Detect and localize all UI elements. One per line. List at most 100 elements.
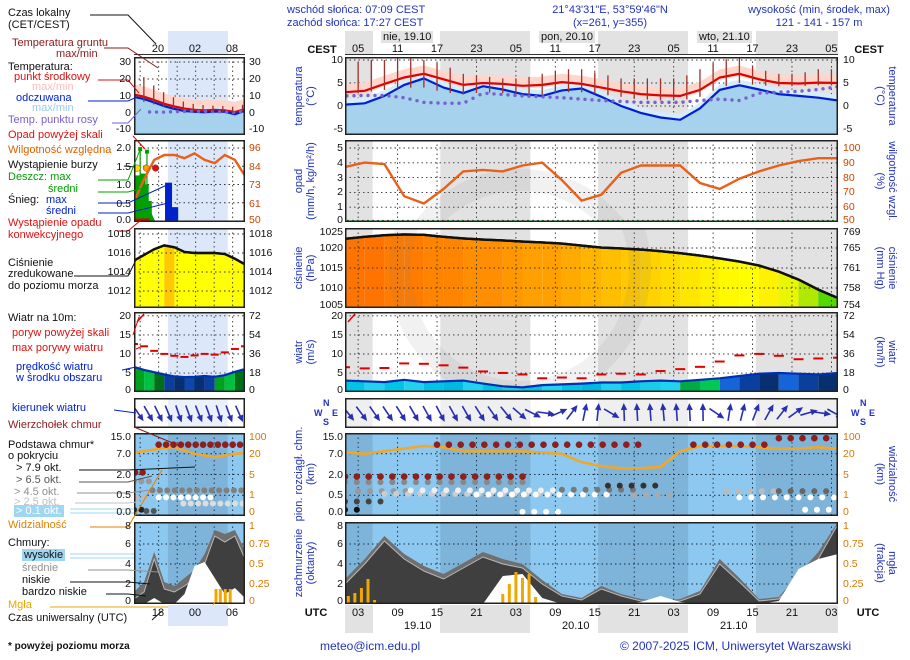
tick-label: 0	[249, 107, 255, 119]
time-tick-label: 21	[470, 607, 483, 619]
time-tick-label: 23	[470, 43, 483, 55]
day-label: pon, 20.10	[539, 31, 595, 43]
tick-label: 1012	[249, 285, 273, 297]
tick-label: 100	[249, 431, 267, 443]
day-label: nie, 19.10	[381, 31, 434, 43]
legend-wind10m: Wiatr na 10m:	[8, 312, 77, 324]
time-tick-label: 06	[225, 607, 239, 619]
main-precip-humidity-chart	[345, 140, 838, 222]
legend-pressure-2: zredukowane	[8, 268, 74, 280]
axis-title-right: temperatura (°C)	[874, 66, 898, 126]
tick-label: 0	[337, 214, 343, 226]
time-tick-label: 05	[352, 43, 365, 55]
cest-left: CEST	[307, 44, 337, 56]
legend-clouds-low: niskie	[22, 574, 51, 586]
time-tick-label: 15	[430, 607, 444, 619]
time-tick-label: 11	[549, 43, 562, 55]
legend-precip-above-scale: Opad powyżej skali	[8, 129, 103, 141]
main-cloudcover-chart	[345, 522, 838, 604]
contact-email-link[interactable]: meteo@icm.edu.pl	[320, 639, 421, 653]
tick-label: 0.75	[843, 538, 864, 550]
tick-label: 6	[337, 538, 343, 550]
tick-label: 6	[125, 538, 131, 550]
legend-gust-above-scale: poryw powyżej skali	[12, 327, 110, 339]
tick-label: 30	[119, 56, 131, 68]
legend-cloud-base-1: Podstawa chmur*	[8, 439, 95, 451]
legend-snow-mean: średni	[46, 205, 76, 217]
time-tick-label: 21.10	[720, 620, 748, 632]
tick-label: 10	[331, 54, 343, 66]
tick-label: 0	[843, 384, 849, 396]
tick-label: 761	[843, 262, 861, 274]
tick-label: 0.5	[116, 489, 131, 502]
tick-label: 0	[125, 384, 131, 396]
utc-time-label: Czas uniwersalny (UTC)	[8, 612, 128, 624]
legend-humidity: Wilgotność względna	[8, 144, 112, 156]
legend-clouds-high: wysokie	[22, 549, 66, 561]
header-axis-line	[345, 54, 838, 55]
legend-pressure-3: do poziomu morza	[8, 280, 99, 292]
tick-label: 1015	[319, 262, 343, 274]
tick-label: 0.5	[328, 489, 343, 502]
legend-okt-01: > 0.1 okt.	[14, 505, 64, 517]
tick-label: 50	[249, 214, 261, 226]
legend-snow: Śnieg:	[8, 194, 40, 206]
coordinates: 21°43'31"E, 53°59'46"N	[552, 4, 668, 16]
local-time-sub: (CET/CEST)	[8, 19, 70, 31]
tick-label: 1018	[107, 228, 131, 240]
legend-max-gusts: max porywy wiatru	[12, 342, 104, 354]
tick-label: 3	[337, 171, 343, 184]
tick-label: 0	[249, 506, 255, 518]
main-cloud-chart	[345, 433, 838, 516]
tick-label: 765	[843, 242, 861, 254]
tick-label: 1025	[319, 226, 343, 238]
legend-convective-1: Wystąpienie opadu	[8, 217, 102, 229]
axis-title-left: ciśnienie (hPa)	[293, 246, 317, 290]
axis-title-left: zachmurzenie (oktanty)	[293, 528, 317, 598]
mini-precip-humidity-chart	[134, 140, 245, 222]
tick-label: 1014	[107, 266, 131, 278]
axis-title-left: wiatr (m/s)	[293, 339, 317, 365]
main-temperature-chart	[345, 57, 838, 135]
time-tick-label: 08	[225, 43, 239, 55]
grid-point: (x=261, y=355)	[573, 17, 647, 29]
time-tick-label: 23	[785, 43, 799, 55]
mini-cloudcover-chart	[134, 522, 245, 604]
tick-label: -5	[333, 123, 343, 135]
time-tick-label: 03	[352, 607, 365, 619]
tick-label: 5	[337, 77, 343, 89]
tick-label: 1016	[249, 247, 273, 259]
copyright: © 2007-2025 ICM, Uniwersytet Warszawski	[620, 639, 852, 653]
axis-title-left: pion. rozciągł. chm. (km)	[293, 426, 317, 522]
time-tick-label: 11	[707, 43, 719, 55]
legend-feelslike-maxmin: max/min	[32, 102, 74, 114]
tick-label: 1	[843, 489, 849, 502]
time-tick-label: 20	[151, 43, 165, 55]
tick-label: 15.0	[322, 431, 343, 443]
time-tick-label: 20.10	[562, 620, 590, 632]
mini-temperature-chart	[134, 57, 245, 135]
time-tick-label: 17	[588, 43, 601, 55]
legend-okt-65: > 6.5 okt.	[16, 474, 62, 486]
tick-label: 1.0	[116, 179, 131, 191]
tick-label: 5	[249, 468, 255, 481]
tick-label: 2.0	[328, 468, 343, 481]
legend-midpoint: punkt środkowy	[14, 71, 91, 83]
legend-ground-temp: Temperatura gruntu	[12, 37, 108, 49]
main-wind-direction-row	[345, 398, 838, 428]
tick-label: 15	[331, 329, 343, 341]
tick-label: -5	[843, 123, 853, 135]
utc-right: UTC	[856, 607, 880, 619]
footnote: * powyżej poziomu morza	[8, 641, 130, 652]
altitude-values: 121 - 141 - 157 m	[775, 17, 863, 29]
tick-label: 60	[843, 201, 855, 214]
time-tick-label: 17	[746, 43, 759, 55]
legend-snow-max: max	[46, 194, 67, 206]
tick-label: 15	[119, 329, 131, 341]
tick-label: 5	[843, 468, 849, 481]
legend-dewpoint: Temp. punktu rosy	[8, 114, 98, 126]
tick-label: 7.0	[116, 447, 131, 460]
time-tick-label: 17	[430, 43, 444, 55]
axis-title-left: temperatura (°C)	[293, 66, 317, 126]
